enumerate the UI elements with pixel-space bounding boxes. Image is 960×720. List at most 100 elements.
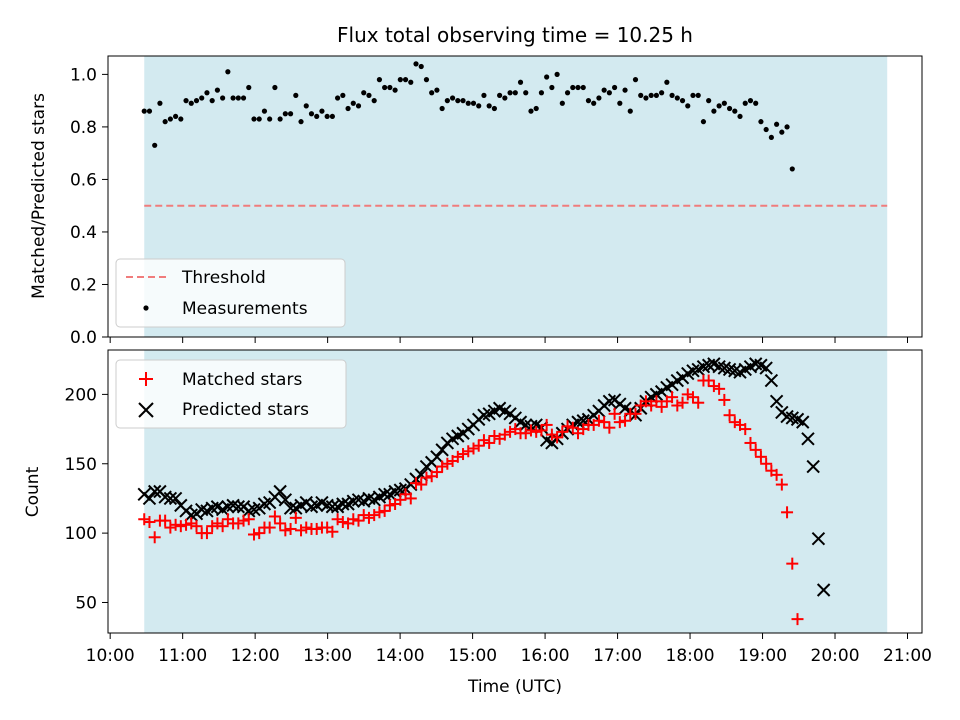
bottom-legend-box xyxy=(115,359,347,429)
measurement-point xyxy=(564,90,571,96)
measurement-point xyxy=(544,74,550,80)
legend-measurements-swatch xyxy=(143,305,149,311)
measurement-point xyxy=(685,103,691,109)
matched-point xyxy=(336,516,349,529)
measurement-point xyxy=(355,103,362,109)
measurement-point xyxy=(455,98,461,104)
matched-point xyxy=(760,457,773,470)
predicted-point xyxy=(377,487,392,501)
matched-point xyxy=(451,450,464,463)
measurement-point xyxy=(256,116,262,122)
measurement-point xyxy=(601,87,607,93)
matched-point xyxy=(190,520,203,533)
matched-point xyxy=(274,517,287,530)
predicted-point xyxy=(764,373,779,388)
measurement-point xyxy=(643,95,649,101)
measurement-point xyxy=(789,166,795,172)
x-tick-label: 11:00 xyxy=(158,646,207,666)
measurement-point xyxy=(251,116,257,122)
measurement-point xyxy=(225,69,231,75)
x-tick-label: 16:00 xyxy=(521,646,570,666)
measurement-point xyxy=(293,92,299,98)
predicted-point xyxy=(811,531,826,546)
measurement-point xyxy=(763,126,769,133)
measurement-point xyxy=(449,95,456,101)
matched-point xyxy=(650,395,663,408)
matched-point xyxy=(535,424,548,437)
measurement-point xyxy=(538,90,545,96)
measurement-point xyxy=(742,100,748,106)
predicted-point xyxy=(806,459,820,474)
measurement-point xyxy=(376,77,383,83)
matched-point xyxy=(174,520,187,533)
bottom-ytick-label: 100 xyxy=(65,524,97,544)
matched-point xyxy=(310,522,323,535)
matched-point xyxy=(467,442,480,455)
matched-point xyxy=(394,493,407,506)
measurement-point xyxy=(387,84,393,91)
measurement-point xyxy=(141,108,147,114)
measurement-point xyxy=(732,108,738,114)
measurement-point xyxy=(679,98,686,104)
measurement-point xyxy=(418,63,424,70)
matched-point xyxy=(707,380,720,393)
matched-point xyxy=(300,521,313,534)
measurement-point xyxy=(397,77,403,83)
matched-point xyxy=(331,513,344,526)
bottom-panel: 50 100 150 200 10:00 11:00 12:00 13:00 14:00 15:… xyxy=(23,349,932,697)
matched-point xyxy=(786,557,799,570)
matched-point xyxy=(420,471,433,484)
measurement-point xyxy=(287,111,294,117)
measurement-point xyxy=(753,100,759,106)
matched-point xyxy=(671,399,684,412)
measurement-point xyxy=(606,90,612,96)
legend-predicted-label: Predicted stars xyxy=(182,400,309,420)
measurement-point xyxy=(523,90,529,96)
measurement-point xyxy=(627,108,633,114)
measurement-point xyxy=(408,79,414,85)
measurement-point xyxy=(361,90,367,96)
measurement-point xyxy=(350,100,356,106)
matched-point xyxy=(247,528,260,541)
measurement-point xyxy=(533,105,539,112)
matched-point xyxy=(545,428,558,441)
measurement-point xyxy=(768,134,774,141)
measurement-point xyxy=(476,103,482,109)
matched-point xyxy=(566,421,579,434)
top-ytick-label: 0.6 xyxy=(70,170,97,190)
measurement-point xyxy=(549,84,555,91)
matched-point xyxy=(352,514,365,527)
measurement-point xyxy=(465,100,471,106)
matched-point xyxy=(619,414,632,427)
matched-point xyxy=(524,424,537,437)
measurement-point xyxy=(690,92,696,98)
measurement-point xyxy=(261,108,268,114)
matched-point xyxy=(598,416,611,429)
matched-point xyxy=(263,521,276,534)
measurement-point xyxy=(183,98,189,104)
measurement-point xyxy=(413,61,419,67)
matched-point xyxy=(551,431,564,444)
measurement-point xyxy=(303,103,309,109)
matched-point xyxy=(603,421,616,434)
matched-point xyxy=(164,521,177,534)
matched-point xyxy=(592,414,605,427)
measurement-point xyxy=(162,119,168,125)
top-legend-box xyxy=(115,258,346,328)
matched-point xyxy=(556,425,569,438)
measurement-point xyxy=(214,87,221,93)
measurement-point xyxy=(706,98,712,104)
measurement-point xyxy=(329,113,335,120)
matched-point xyxy=(462,445,475,458)
measurement-point xyxy=(512,90,518,96)
matched-point xyxy=(143,516,156,529)
matched-point xyxy=(216,520,229,533)
measurement-point xyxy=(240,95,247,101)
matched-point xyxy=(436,460,449,473)
matched-point xyxy=(368,509,381,522)
matched-point xyxy=(180,518,193,531)
x-tick-label: 17:00 xyxy=(593,646,642,666)
matched-point xyxy=(781,506,794,519)
matched-point xyxy=(530,425,543,438)
measurement-point xyxy=(230,95,236,101)
